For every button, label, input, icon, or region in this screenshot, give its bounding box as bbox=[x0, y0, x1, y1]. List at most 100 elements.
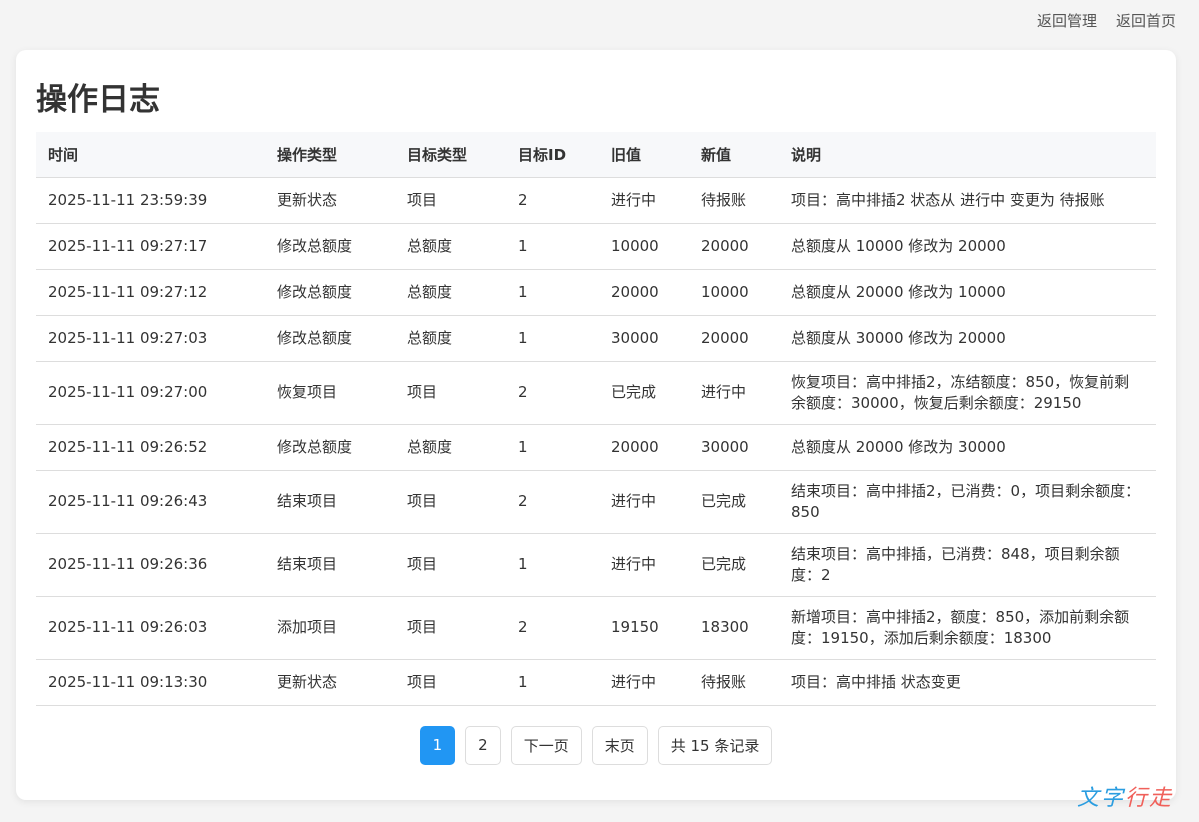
table-cell: 2025-11-11 09:27:03 bbox=[36, 315, 265, 362]
table-cell: 1 bbox=[506, 269, 599, 316]
column-header: 说明 bbox=[779, 132, 1156, 178]
table-cell: 项目 bbox=[395, 361, 506, 425]
table-cell: 2025-11-11 09:26:36 bbox=[36, 533, 265, 597]
table-cell: 2 bbox=[506, 470, 599, 534]
table-cell: 进行中 bbox=[599, 177, 689, 224]
table-cell: 1 bbox=[506, 659, 599, 706]
table-cell: 2025-11-11 09:26:43 bbox=[36, 470, 265, 534]
table-cell: 2 bbox=[506, 361, 599, 425]
table-cell: 20000 bbox=[599, 424, 689, 471]
table-cell: 进行中 bbox=[689, 361, 779, 425]
watermark-logo: 文字行走 bbox=[1076, 786, 1173, 811]
column-header: 时间 bbox=[36, 132, 265, 178]
table-cell: 新增项目：高中排插2，额度：850，添加前剩余额度：19150，添加后剩余额度：… bbox=[779, 596, 1156, 660]
table-cell: 总额度 bbox=[395, 424, 506, 471]
table-cell: 项目 bbox=[395, 470, 506, 534]
table-cell: 项目 bbox=[395, 177, 506, 224]
table-row: 2025-11-11 09:26:52 修改总额度 总额度 1 20000 30000 总额… bbox=[36, 424, 1156, 471]
table-cell: 待报账 bbox=[689, 177, 779, 224]
table-cell: 项目：高中排插2 状态从 进行中 变更为 待报账 bbox=[779, 177, 1156, 224]
column-header: 旧值 bbox=[599, 132, 689, 178]
table-row: 2025-11-11 09:27:03 修改总额度 总额度 1 30000 20000 总额… bbox=[36, 315, 1156, 362]
table-cell: 18300 bbox=[689, 596, 779, 660]
table-cell: 1 bbox=[506, 223, 599, 270]
table-cell: 添加项目 bbox=[265, 596, 395, 660]
table-cell: 10000 bbox=[599, 223, 689, 270]
table-cell: 总额度从 10000 修改为 20000 bbox=[779, 223, 1156, 270]
table-row: 2025-11-11 09:13:30 更新状态 项目 1 进行中 待报账 项目：高中排插 … bbox=[36, 659, 1156, 706]
table-cell: 2025-11-11 09:26:52 bbox=[36, 424, 265, 471]
table-cell: 进行中 bbox=[599, 659, 689, 706]
table-cell: 项目：高中排插 状态变更 bbox=[779, 659, 1156, 706]
table-cell: 更新状态 bbox=[265, 177, 395, 224]
table-cell: 项目 bbox=[395, 659, 506, 706]
table-cell: 已完成 bbox=[689, 533, 779, 597]
table-cell: 恢复项目：高中排插2，冻结额度：850，恢复前剩余额度：30000，恢复后剩余额… bbox=[779, 361, 1156, 425]
table-cell: 总额度从 20000 修改为 10000 bbox=[779, 269, 1156, 316]
column-header: 目标ID bbox=[506, 132, 599, 178]
total-records: 共 15 条记录 bbox=[657, 725, 773, 765]
back-to-admin-link[interactable]: 返回管理 bbox=[1036, 12, 1097, 30]
table-cell: 总额度 bbox=[395, 223, 506, 270]
table-cell: 恢复项目 bbox=[265, 361, 395, 425]
table-cell: 20000 bbox=[689, 315, 779, 362]
table-cell: 待报账 bbox=[689, 659, 779, 706]
column-header: 新值 bbox=[689, 132, 779, 178]
pagination: 1 2 下一页 末页 共 15 条记录 bbox=[36, 725, 1156, 765]
table-cell: 结束项目 bbox=[265, 533, 395, 597]
table-cell: 20000 bbox=[689, 223, 779, 270]
table-cell: 1 bbox=[506, 315, 599, 362]
table-cell: 已完成 bbox=[689, 470, 779, 534]
table-cell: 30000 bbox=[599, 315, 689, 362]
table-cell: 总额度 bbox=[395, 315, 506, 362]
table-cell: 19150 bbox=[599, 596, 689, 660]
table-cell: 20000 bbox=[599, 269, 689, 316]
table-cell: 项目 bbox=[395, 533, 506, 597]
table-cell: 修改总额度 bbox=[265, 315, 395, 362]
column-header: 目标类型 bbox=[395, 132, 506, 178]
top-nav: 返回管理 返回首页 bbox=[1037, 10, 1176, 31]
table-cell: 10000 bbox=[689, 269, 779, 316]
table-cell: 修改总额度 bbox=[265, 223, 395, 270]
table-row: 2025-11-11 09:27:12 修改总额度 总额度 1 20000 10000 总额… bbox=[36, 269, 1156, 316]
table-cell: 总额度 bbox=[395, 269, 506, 316]
table-cell: 总额度从 20000 修改为 30000 bbox=[779, 424, 1156, 471]
table-row: 2025-11-11 09:26:36 结束项目 项目 1 进行中 已完成 结束项目：高中排… bbox=[36, 533, 1156, 597]
table-cell: 结束项目：高中排插2，已消费：0，项目剩余额度：850 bbox=[779, 470, 1156, 534]
table-cell: 项目 bbox=[395, 596, 506, 660]
table-cell: 30000 bbox=[689, 424, 779, 471]
table-cell: 1 bbox=[506, 424, 599, 471]
page-1-button[interactable]: 1 bbox=[419, 725, 456, 765]
table-cell: 2025-11-11 09:13:30 bbox=[36, 659, 265, 706]
table-row: 2025-11-11 09:26:43 结束项目 项目 2 进行中 已完成 结束项目：高中排… bbox=[36, 470, 1156, 534]
table-cell: 2025-11-11 09:27:12 bbox=[36, 269, 265, 316]
table-cell: 2025-11-11 09:26:03 bbox=[36, 596, 265, 660]
table-header: 时间 操作类型 目标类型 目标ID 旧值 新值 说明 bbox=[36, 132, 1156, 178]
table-row: 2025-11-11 09:26:03 添加项目 项目 2 19150 18300 新增项目… bbox=[36, 596, 1156, 660]
log-card: 操作日志 时间 操作类型 目标类型 目标ID 旧值 新值 说明 2025-11-11 23:… bbox=[16, 50, 1176, 800]
page-title: 操作日志 bbox=[36, 82, 160, 118]
next-page-button[interactable]: 下一页 bbox=[510, 725, 582, 765]
table-cell: 进行中 bbox=[599, 533, 689, 597]
table-row: 2025-11-11 09:27:17 修改总额度 总额度 1 10000 20000 总额… bbox=[36, 223, 1156, 270]
back-to-home-link[interactable]: 返回首页 bbox=[1115, 12, 1176, 30]
table-cell: 更新状态 bbox=[265, 659, 395, 706]
table-row: 2025-11-11 09:27:00 恢复项目 项目 2 已完成 进行中 恢复项目：高中排… bbox=[36, 361, 1156, 425]
column-header: 操作类型 bbox=[265, 132, 395, 178]
table-cell: 修改总额度 bbox=[265, 424, 395, 471]
table-cell: 2025-11-11 09:27:00 bbox=[36, 361, 265, 425]
table-row: 2025-11-11 23:59:39 更新状态 项目 2 进行中 待报账 项目：高中排插2… bbox=[36, 177, 1156, 224]
table-cell: 已完成 bbox=[599, 361, 689, 425]
table-cell: 1 bbox=[506, 533, 599, 597]
table-cell: 结束项目：高中排插，已消费：848，项目剩余额度：2 bbox=[779, 533, 1156, 597]
last-page-button[interactable]: 末页 bbox=[591, 725, 648, 765]
table-cell: 2 bbox=[506, 177, 599, 224]
table-cell: 2025-11-11 23:59:39 bbox=[36, 177, 265, 224]
table-cell: 结束项目 bbox=[265, 470, 395, 534]
log-table: 时间 操作类型 目标类型 目标ID 旧值 新值 说明 2025-11-11 23:59:39… bbox=[36, 132, 1156, 706]
table-cell: 修改总额度 bbox=[265, 269, 395, 316]
table-cell: 进行中 bbox=[599, 470, 689, 534]
page-2-button[interactable]: 2 bbox=[465, 725, 501, 765]
table-cell: 2 bbox=[506, 596, 599, 660]
table-cell: 2025-11-11 09:27:17 bbox=[36, 223, 265, 270]
